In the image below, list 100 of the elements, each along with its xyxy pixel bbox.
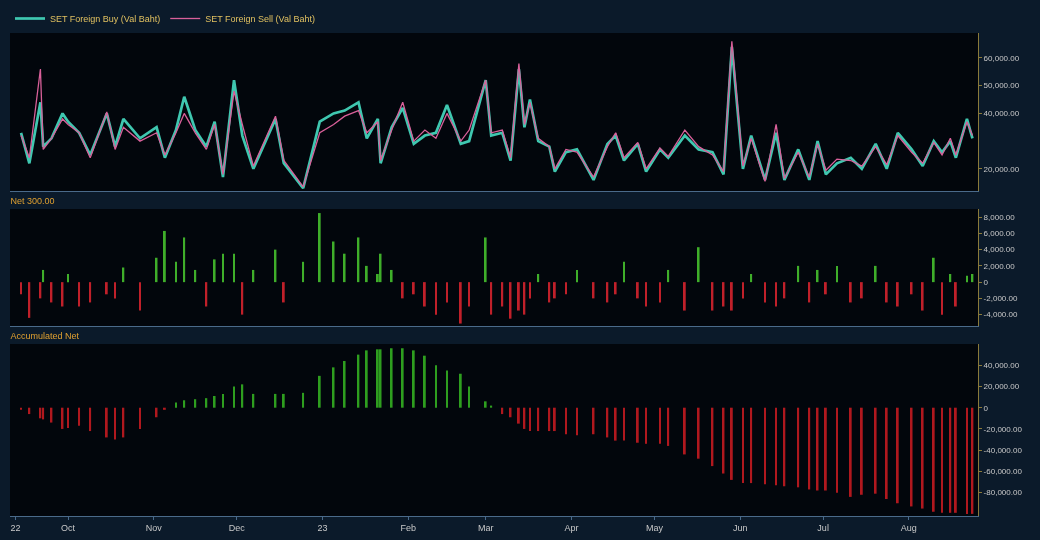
bar xyxy=(501,282,504,307)
bar xyxy=(667,269,670,283)
bar xyxy=(376,349,379,408)
bar xyxy=(659,407,661,444)
bar xyxy=(423,355,426,408)
bar xyxy=(379,253,382,283)
bar xyxy=(966,407,968,514)
bar xyxy=(241,384,244,408)
bar xyxy=(874,407,877,494)
bar xyxy=(282,282,285,303)
bar xyxy=(484,237,487,283)
bar xyxy=(697,247,700,283)
bar xyxy=(105,282,108,295)
bar xyxy=(484,401,487,408)
y-tick-label: -4,000.00 xyxy=(983,310,1018,320)
y-tick-label: 40,000.00 xyxy=(983,361,1020,371)
y-tick-label: 60,000.00 xyxy=(983,53,1020,63)
bar xyxy=(468,282,471,307)
bar xyxy=(683,282,686,311)
bar xyxy=(446,282,448,303)
bar xyxy=(205,398,208,408)
legend-label: SET Foreign Sell (Val Baht) xyxy=(205,14,315,25)
bar xyxy=(241,282,244,315)
bar xyxy=(205,282,208,307)
bar xyxy=(645,282,648,307)
bar xyxy=(343,360,346,408)
bar xyxy=(490,282,493,315)
bar xyxy=(683,407,686,455)
bar xyxy=(517,282,520,311)
bar xyxy=(824,282,827,295)
bar xyxy=(379,349,382,408)
bar xyxy=(836,407,838,493)
bar xyxy=(213,396,216,408)
bar xyxy=(885,282,888,303)
bar xyxy=(860,282,863,299)
bar xyxy=(623,407,625,441)
bar xyxy=(808,407,811,490)
bar xyxy=(139,282,141,311)
bar xyxy=(775,282,777,307)
bar xyxy=(764,407,766,485)
bar xyxy=(175,402,177,408)
x-tick-label: 23 xyxy=(317,522,328,533)
bar xyxy=(20,282,22,295)
bar xyxy=(163,407,166,410)
bar xyxy=(824,407,827,491)
legend-label: SET Foreign Buy (Val Baht) xyxy=(50,14,161,25)
x-tick-label: Mar xyxy=(477,522,494,533)
bar xyxy=(697,407,700,459)
bar xyxy=(636,407,639,443)
bar xyxy=(614,282,617,295)
bar xyxy=(390,348,393,408)
bar xyxy=(836,265,838,283)
chart-title: Net 300.00 xyxy=(10,196,55,207)
bar xyxy=(645,407,648,444)
bar xyxy=(412,350,415,408)
bar xyxy=(459,373,462,408)
bar xyxy=(343,253,346,283)
x-tick-label: 22 xyxy=(10,522,21,533)
y-tick-label: 20,000.00 xyxy=(983,382,1020,392)
x-tick-label: Feb xyxy=(400,522,417,533)
bar xyxy=(175,261,177,283)
bar xyxy=(365,265,368,283)
x-tick-label: Jun xyxy=(732,522,748,533)
bar xyxy=(775,407,777,486)
bar xyxy=(282,393,285,408)
y-tick-label: 20,000.00 xyxy=(983,164,1020,174)
bar xyxy=(163,230,166,283)
bar xyxy=(435,365,437,408)
bar xyxy=(318,375,321,408)
bar xyxy=(78,282,81,307)
bar xyxy=(252,393,255,408)
y-tick-label: 4,000.00 xyxy=(983,245,1016,255)
bar xyxy=(730,407,733,480)
bar xyxy=(78,407,81,426)
bar xyxy=(921,282,924,311)
bar xyxy=(614,407,617,441)
bar xyxy=(742,407,744,484)
bar xyxy=(623,261,625,283)
bar xyxy=(954,282,957,307)
chart-title: Accumulated Net xyxy=(10,331,80,342)
bar xyxy=(183,400,186,408)
bar xyxy=(921,407,924,509)
bar xyxy=(183,237,186,283)
bar xyxy=(390,269,393,283)
bar xyxy=(910,282,913,295)
bar xyxy=(401,348,404,408)
bar xyxy=(194,399,197,408)
bar xyxy=(318,213,321,283)
bar xyxy=(750,274,753,283)
bar xyxy=(742,282,744,299)
y-tick-label: 8,000.00 xyxy=(983,212,1016,222)
y-tick-label: -2,000.00 xyxy=(983,294,1018,304)
y-tick-label: -20,000.00 xyxy=(983,424,1023,434)
bar xyxy=(932,407,935,512)
bar xyxy=(139,407,141,429)
bar xyxy=(659,282,661,303)
y-tick-label: 2,000.00 xyxy=(983,261,1016,271)
bar xyxy=(67,407,69,428)
bar xyxy=(20,407,22,410)
x-tick-label: Jul xyxy=(817,522,829,533)
